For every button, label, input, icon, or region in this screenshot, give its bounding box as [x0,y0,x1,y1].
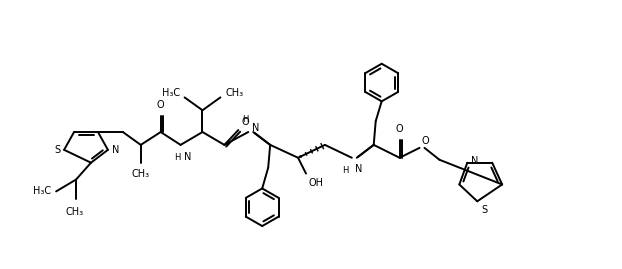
Text: O: O [422,136,429,146]
Text: H: H [242,115,248,124]
Text: N: N [183,152,191,162]
Text: N: N [471,156,479,166]
Text: CH₃: CH₃ [225,89,243,98]
Text: O: O [241,117,249,127]
Text: N: N [253,123,259,133]
Text: H₃C: H₃C [33,186,51,196]
Text: CH₃: CH₃ [66,207,84,217]
Text: H: H [343,166,349,175]
Text: O: O [157,100,164,110]
Text: N: N [112,145,119,155]
Text: O: O [396,124,404,134]
Text: H: H [174,153,181,162]
Text: H₃C: H₃C [162,89,180,98]
Text: N: N [355,164,362,174]
Text: OH: OH [308,178,323,187]
Text: CH₃: CH₃ [132,169,150,179]
Text: S: S [54,145,60,155]
Text: S: S [481,205,488,215]
